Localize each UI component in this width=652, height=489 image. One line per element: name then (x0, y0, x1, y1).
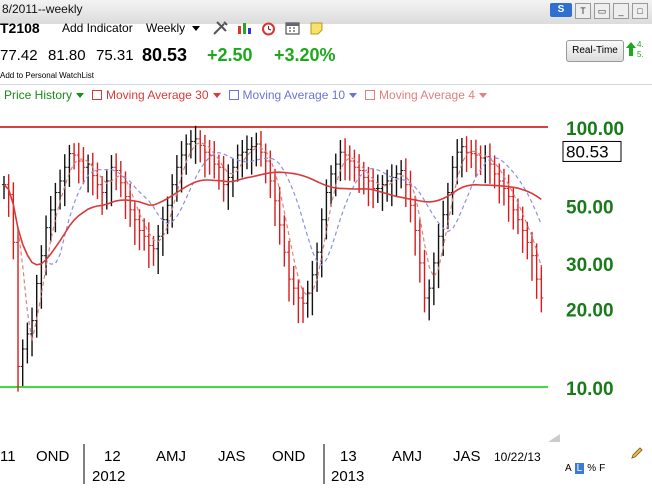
chevron-down-icon[interactable] (349, 92, 358, 98)
chart-toolbar: T2108 Add Indicator Weekly (0, 18, 652, 40)
add-to-watchlist-link[interactable]: Add to Personal WatchList (0, 71, 94, 80)
mode-l[interactable]: L (574, 463, 585, 474)
y-tick-label: 50.00 (566, 197, 614, 218)
indicator-legend: Price History Moving Average 30 Moving A… (4, 88, 495, 102)
quote-high: 81.80 (48, 47, 86, 64)
x-year-label: 2013 (331, 468, 364, 485)
chevron-down-icon[interactable] (212, 92, 221, 98)
indicator-settings-icon[interactable] (365, 90, 376, 100)
chevron-down-icon[interactable] (192, 26, 200, 31)
quote-last: 80.53 (142, 45, 188, 65)
legend-label: Moving Average 4 (379, 88, 475, 102)
legend-label: Moving Average 10 (242, 88, 346, 102)
window-title: 8/2011--weekly (2, 2, 83, 16)
indicator-settings-icon[interactable] (92, 90, 103, 100)
minimize-icon[interactable]: _ (613, 3, 629, 19)
quote-change-pct: +3.20% (274, 45, 336, 65)
x-tick-label: 12 (104, 448, 121, 465)
moving-average-4-line (3, 141, 542, 342)
t-button[interactable]: T (575, 3, 591, 19)
resize-grip-icon (548, 434, 560, 442)
calendar-icon[interactable] (284, 20, 301, 36)
add-indicator-button[interactable]: Add Indicator (62, 21, 133, 35)
x-tick-label: 13 (340, 448, 357, 465)
chevron-down-icon[interactable] (478, 92, 487, 98)
x-tick-label: 11 (0, 448, 16, 465)
period-select[interactable]: Weekly (146, 21, 186, 35)
indicator-chart-icon[interactable] (236, 20, 253, 36)
realtime-button[interactable]: Real-Time (566, 40, 624, 62)
last-value-label: 80.53 (566, 142, 609, 161)
x-tick-label: JAS (218, 448, 246, 465)
window-controls: S T ▭ _ □ (550, 3, 648, 19)
y-tick-label: 30.00 (566, 255, 614, 276)
realtime-side-values: 4. 5. (637, 40, 644, 59)
pencil-icon[interactable] (630, 446, 644, 460)
legend-label: Moving Average 30 (106, 88, 209, 102)
mode-pct[interactable]: % (587, 463, 597, 474)
legend-ma10[interactable]: Moving Average 10 (228, 88, 358, 102)
quote-change: +2.50 (207, 45, 253, 65)
note-icon[interactable] (308, 20, 325, 36)
x-tick-label: JAS (453, 448, 481, 465)
indicator-settings-icon[interactable] (228, 90, 239, 100)
quote-open: 77.42 (0, 47, 38, 64)
up-arrow-icon (626, 42, 636, 56)
quote-low: 75.31 (96, 47, 134, 64)
tool-icons (212, 20, 325, 36)
scale-mode-buttons: A L % F (565, 463, 605, 474)
maximize-icon[interactable]: □ (632, 3, 648, 19)
mode-a[interactable]: A (565, 463, 572, 474)
legend-price-history[interactable]: Price History (4, 88, 85, 102)
symbol-field[interactable]: T2108 (0, 20, 40, 36)
x-tick-label: AMJ (156, 448, 186, 465)
y-tick-label: 100.00 (566, 119, 624, 140)
x-tick-label: 10/22/13 (494, 450, 541, 464)
x-tick-label: OND (272, 448, 306, 465)
x-tick-label: AMJ (392, 448, 422, 465)
alarm-clock-icon[interactable] (260, 20, 277, 36)
divider (0, 84, 652, 85)
s-menu-button[interactable]: S (550, 3, 572, 17)
mode-f[interactable]: F (599, 463, 606, 474)
save-icon[interactable]: ▭ (594, 3, 610, 19)
y-tick-label: 10.00 (566, 379, 614, 400)
tools-icon[interactable] (212, 20, 229, 36)
price-chart[interactable]: 100.00 50.00 30.00 20.00 10.00 80.53 11 OND 12 AM… (0, 104, 652, 489)
moving-average-30-line (3, 171, 542, 266)
x-tick-label: OND (36, 448, 70, 465)
x-year-label: 2012 (92, 468, 125, 485)
legend-ma30[interactable]: Moving Average 30 (92, 88, 221, 102)
moving-average-10-line (3, 151, 542, 266)
y-tick-label: 20.00 (566, 301, 614, 322)
legend-ma4[interactable]: Moving Average 4 (365, 88, 487, 102)
legend-label: Price History (4, 88, 73, 102)
chevron-down-icon[interactable] (76, 92, 85, 98)
window-title-bar: 8/2011--weekly S T ▭ _ □ (0, 0, 652, 24)
last-value-box (562, 140, 622, 162)
